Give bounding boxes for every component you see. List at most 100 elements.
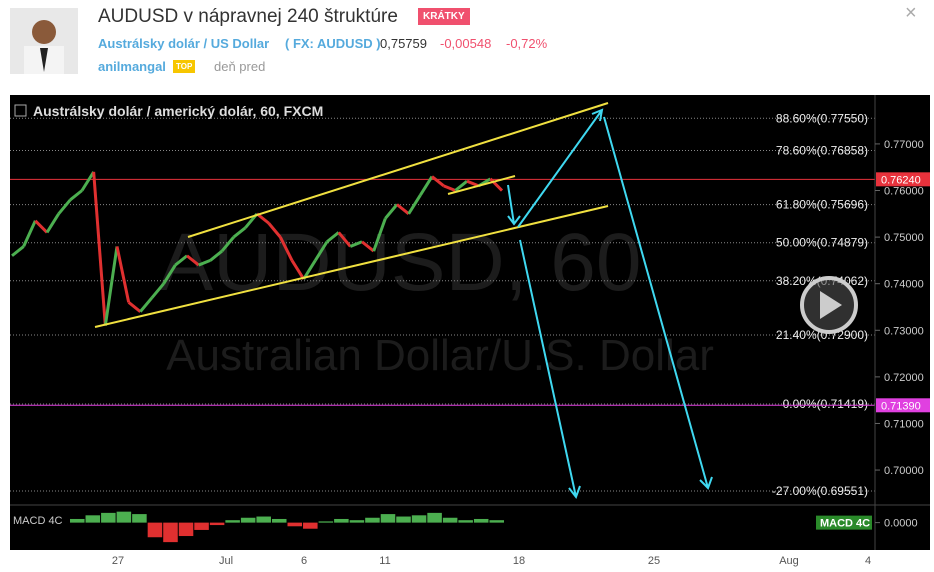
price-segment (69, 189, 83, 202)
avatar[interactable] (10, 8, 78, 74)
macd-bar (303, 522, 318, 529)
change-percent: -0,72% (506, 36, 548, 51)
macd-bar (334, 518, 349, 523)
macd-bar (256, 516, 271, 523)
arrow (519, 239, 581, 500)
author[interactable]: anilmangal (98, 59, 166, 74)
watermark-sub: Australian Dollar/U.S. Dollar (166, 331, 714, 380)
x-tick-label: 6 (301, 555, 307, 567)
change: -0,00548 (440, 36, 492, 51)
x-tick-label: 4 (865, 555, 871, 567)
price-segment (22, 220, 37, 248)
symbol-name[interactable]: Austrálsky dolár / US Dollar (98, 36, 270, 51)
price-segment (396, 203, 410, 215)
x-tick-label: Aug (779, 555, 799, 567)
macd-bar (458, 520, 473, 523)
macd-tick-label: 0.0000 (884, 518, 918, 530)
price-segment (302, 259, 317, 280)
y-tick-label: 0.77000 (884, 139, 924, 151)
header: AUDUSD v nápravnej 240 štruktúre KRÁTKY … (0, 0, 934, 92)
symbol-code[interactable]: ( FX: AUDUSD ) (285, 36, 381, 51)
macd-bar (240, 517, 256, 523)
macd-marker-label: MACD 4C (820, 518, 870, 530)
price-segment (220, 236, 235, 253)
macd-marker (816, 515, 872, 530)
fib-label: 21.40%(0.72900) (776, 328, 868, 342)
x-tick-label: 18 (513, 555, 525, 567)
price-segment (267, 222, 282, 239)
macd-bar (178, 522, 194, 537)
price-segment (162, 264, 177, 285)
price-marker (876, 172, 930, 187)
avatar-image (24, 20, 64, 74)
x-tick-label: 27 (112, 555, 124, 567)
x-tick-label: 25 (648, 555, 660, 567)
macd-bar (101, 512, 116, 523)
price-segment (139, 296, 154, 313)
price-segment (57, 198, 72, 215)
close-button[interactable]: × (905, 2, 917, 24)
short-badge: KRÁTKY (418, 8, 470, 25)
price-segment (454, 180, 468, 192)
fib-label: 88.60%(0.77550) (776, 111, 868, 125)
macd-bar (380, 514, 396, 523)
price-segment (349, 240, 363, 248)
price-segment (419, 175, 434, 196)
legend-icon[interactable] (14, 104, 27, 117)
y-tick-label: 0.74000 (884, 279, 924, 291)
price-segment (92, 171, 107, 326)
price-segment (337, 231, 352, 248)
x-tick-label: 11 (379, 555, 390, 567)
macd-bar (271, 518, 287, 523)
price: 0,75759 (380, 36, 427, 51)
price-segment (372, 217, 387, 252)
macd-bar (163, 522, 178, 543)
macd-bar (287, 522, 303, 527)
chart: AUDUSD, 60 Australian Dollar/U.S. Dollar… (10, 95, 930, 572)
y-tick-label: 0.73000 (884, 325, 924, 337)
x-tick-label: Jul (219, 555, 233, 567)
macd-legend: MACD 4C (13, 515, 63, 527)
y-tick-label: 0.72000 (884, 372, 924, 384)
play-icon (820, 291, 842, 319)
chart-background (10, 95, 930, 550)
price-segment (127, 301, 142, 313)
price-segment (278, 236, 294, 262)
arrow (507, 184, 521, 226)
macd-bar (209, 522, 225, 526)
price-marker-label: 0.71390 (881, 400, 921, 412)
macd-bar (489, 520, 504, 523)
y-tick-label: 0.75000 (884, 232, 924, 244)
fib-label: 78.60%(0.76858) (776, 144, 868, 158)
macd-bar (116, 511, 132, 523)
trend-line (447, 175, 516, 195)
fib-label: 61.80%(0.75696) (776, 198, 868, 212)
price-segment (150, 282, 165, 299)
price-segment (45, 213, 60, 234)
price-segment (115, 246, 131, 303)
macd-bar (132, 514, 147, 523)
price-marker-label: 0.76240 (881, 174, 921, 186)
y-tick-label: 0.71000 (884, 418, 924, 430)
price-segment (198, 259, 211, 267)
price-marker (876, 398, 930, 413)
macd-bar (427, 512, 442, 523)
macd-bar (349, 520, 365, 523)
drawings (94, 102, 713, 500)
macd-legend-bg (10, 513, 66, 527)
macd-bar (85, 515, 101, 523)
price-segment (466, 179, 480, 188)
price-segment (489, 177, 504, 192)
arrow (517, 108, 604, 228)
price-segment (34, 219, 49, 234)
price-segment (443, 184, 456, 192)
idea-title[interactable]: AUDUSD v nápravnej 240 štruktúre (98, 6, 398, 27)
fib-label: -27.00%(0.69551) (772, 484, 868, 498)
trend-line (187, 102, 609, 238)
macd-bar (147, 522, 163, 538)
price-segment (361, 240, 375, 253)
macd-bar (194, 522, 209, 530)
arrow (603, 116, 713, 490)
price-segment (11, 245, 25, 257)
